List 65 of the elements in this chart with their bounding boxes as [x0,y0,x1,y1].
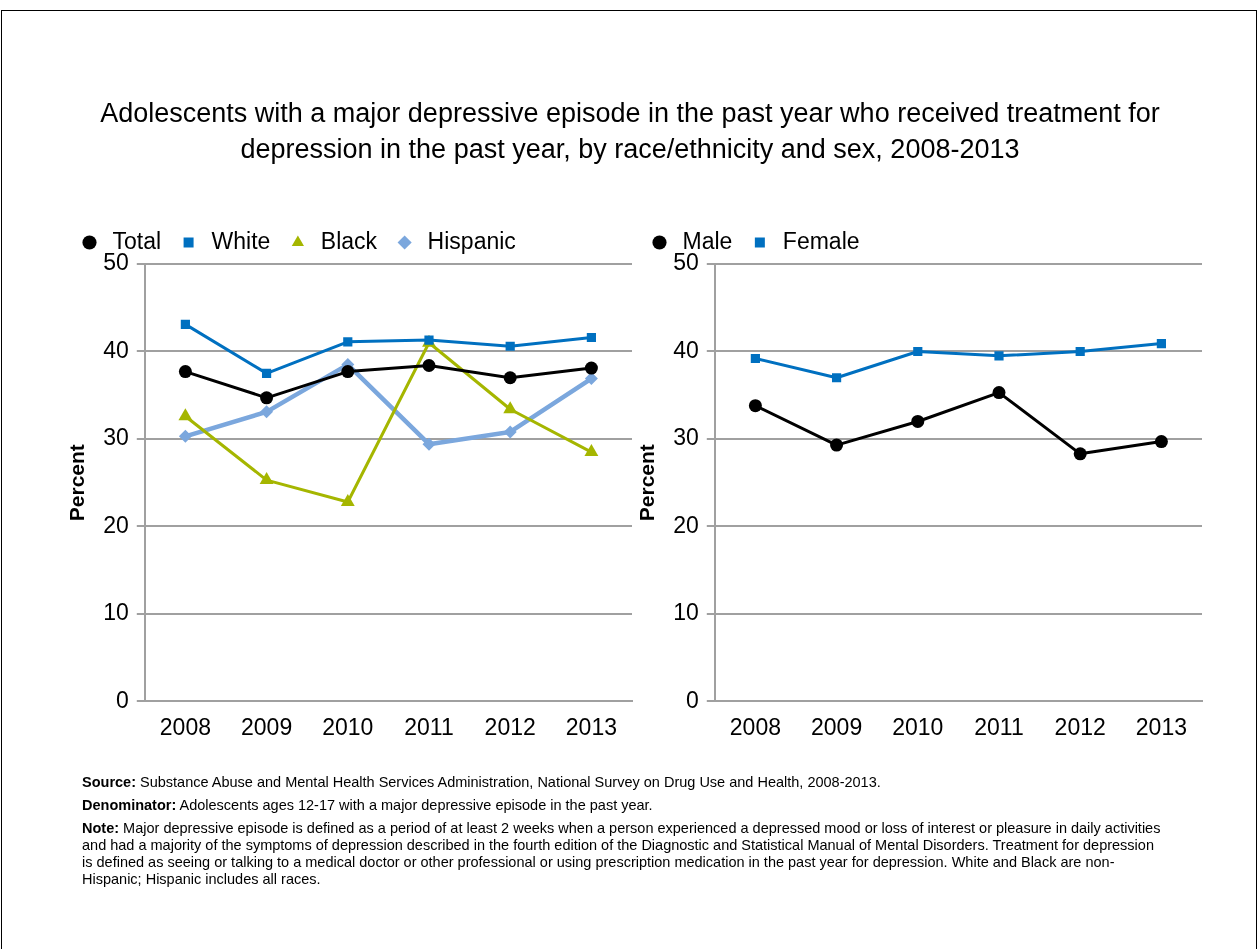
point [992,386,1006,400]
text: Note: Major depressive episode is defined as a period of at least 2 weeks when a person experienced a depressed mood or loss of interest or pleasure in daily activities and had a majority of the symptoms of depression described in the fourth edition of the Diagnostic and Statistical Manual of Mental Disorders. Treatment for depression is defined as seeing or talking to a medical doctor or other professional or using prescription medication in the past year for depression. White and Black are non-Hispanic; Hispanic includes all races. [82,820,1162,888]
y-tick-label: 40 [103,336,129,363]
y-tick-label: 40 [673,336,699,363]
point [748,399,762,413]
point [505,341,515,351]
y-tick-label: 10 [103,599,129,626]
x-tick-label: 2010 [322,713,374,740]
point [911,414,925,428]
point [1075,346,1085,357]
point [422,437,436,451]
legend-label: Hispanic [427,227,516,254]
y-tick-label: 20 [673,511,699,538]
point [259,472,274,485]
y-tick-label: 30 [673,424,699,451]
point [584,361,598,375]
point [1154,435,1168,449]
text: Denominator: Adolescents ages 12-17 with a major depressive episode in the past year. [82,797,654,814]
point [260,391,274,405]
x-tick-label: 2008 [729,713,781,740]
y-tick-label: 0 [115,686,129,713]
y-axis-title: Percent [65,444,89,522]
x-tick-label: 2010 [892,713,944,740]
legend-label: Black [320,227,378,254]
point [994,351,1004,361]
x-tick-label: 2012 [484,713,536,740]
x-tick-label: 2011 [404,713,454,740]
x-tick-label: 2011 [974,713,1024,740]
y-tick-label: 20 [103,511,129,538]
legend-label: White [211,227,271,254]
point [503,401,518,414]
point [584,372,598,386]
x-tick-label: 2013 [1135,713,1187,740]
point [422,358,436,372]
point [1073,447,1087,461]
y-tick-label: 0 [685,686,699,713]
point [340,493,355,506]
x-tick-label: 2009 [811,713,863,740]
y-axis-title: Percent [635,444,659,522]
point [584,444,599,457]
chart-title: Adolescents with a major depressive episode in the past year who received treatment for depression in the past year, by race/ethnicity and sex, 2008-2013 [99,97,1161,166]
x-tick-label: 2013 [565,713,617,740]
x-tick-label: 2012 [1054,713,1106,740]
point [178,429,192,443]
point [1156,339,1166,349]
y-tick-label: 30 [103,424,129,451]
point [831,373,842,383]
point [260,405,274,419]
point [830,438,844,452]
point [178,365,192,379]
y-tick-label: 10 [673,599,699,626]
x-tick-label: 2009 [241,713,293,740]
point [178,408,193,421]
source-note: Source: Substance Abuse and Mental Health Services Administration, National Survey on Drug Use and Health, 2008-2013. [82,774,882,791]
point [503,425,517,439]
point [261,368,272,378]
point [180,319,190,329]
legend-label: Female [782,227,860,254]
point [341,365,355,379]
point [586,332,596,343]
point [503,371,517,385]
x-tick-label: 2008 [159,713,211,740]
point [343,337,353,347]
point [913,346,923,357]
point [750,353,760,364]
